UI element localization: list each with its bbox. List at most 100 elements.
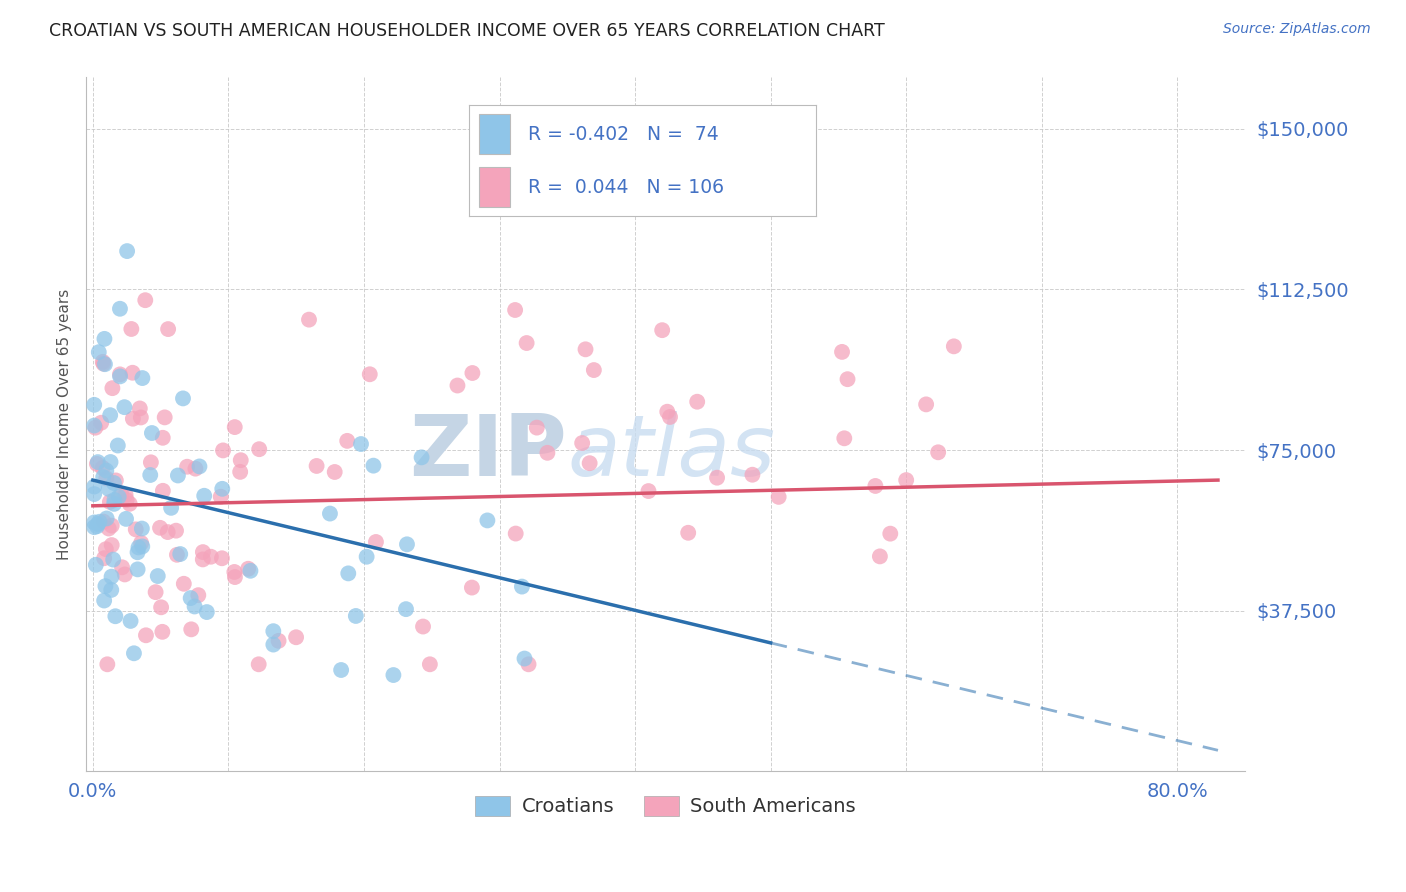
Point	[120, 322, 142, 336]
Point	[395, 602, 418, 616]
Point	[156, 524, 179, 539]
Point	[90, 416, 112, 430]
Point	[129, 410, 152, 425]
Point	[94, 542, 117, 557]
Point	[229, 453, 252, 467]
Point	[166, 548, 188, 562]
Point	[238, 562, 260, 576]
Point	[139, 468, 162, 483]
Point	[262, 638, 284, 652]
Point	[657, 405, 679, 419]
Point	[267, 633, 290, 648]
Point	[139, 455, 162, 469]
Point	[104, 474, 127, 488]
Point	[93, 515, 115, 529]
Point	[135, 628, 157, 642]
Point	[91, 461, 114, 475]
Point	[83, 487, 105, 501]
Point	[176, 459, 198, 474]
Point	[87, 516, 110, 531]
Point	[150, 600, 173, 615]
Point	[93, 357, 115, 371]
Point	[93, 593, 115, 607]
Point	[651, 323, 673, 337]
Point	[285, 630, 308, 644]
Point	[659, 409, 682, 424]
Point	[359, 368, 381, 382]
Point	[110, 487, 132, 501]
Point	[83, 479, 105, 493]
Point	[120, 614, 142, 628]
Point	[121, 366, 143, 380]
Point	[574, 343, 596, 357]
Point	[128, 401, 150, 416]
Point	[211, 551, 233, 566]
Point	[103, 492, 125, 507]
Point	[344, 609, 367, 624]
Point	[125, 522, 148, 536]
Point	[229, 465, 252, 479]
Point	[676, 525, 699, 540]
Point	[505, 526, 527, 541]
Point	[837, 372, 859, 386]
Point	[446, 378, 468, 392]
Point	[115, 512, 138, 526]
Point	[118, 497, 141, 511]
Point	[915, 397, 938, 411]
Point	[134, 293, 156, 308]
Point	[97, 522, 120, 536]
Point	[247, 442, 270, 457]
Point	[131, 540, 153, 554]
Point	[103, 552, 125, 566]
Point	[141, 425, 163, 440]
Point	[395, 537, 418, 551]
Point	[942, 339, 965, 353]
Point	[224, 565, 246, 579]
Point	[84, 558, 107, 572]
Point	[927, 445, 949, 459]
Point	[83, 520, 105, 534]
Point	[122, 646, 145, 660]
Point	[180, 623, 202, 637]
Point	[112, 400, 135, 414]
Point	[896, 473, 918, 487]
Point	[187, 588, 209, 602]
Point	[363, 458, 385, 473]
Point	[100, 569, 122, 583]
Point	[571, 436, 593, 450]
Point	[108, 368, 131, 382]
Point	[686, 394, 709, 409]
Y-axis label: Householder Income Over 65 years: Householder Income Over 65 years	[58, 289, 72, 560]
Point	[131, 522, 153, 536]
Point	[350, 437, 373, 451]
Point	[157, 322, 180, 336]
Point	[184, 461, 207, 475]
Point	[83, 398, 105, 412]
Point	[107, 438, 129, 452]
Text: atlas: atlas	[567, 410, 775, 493]
Point	[832, 431, 855, 445]
Point	[516, 336, 538, 351]
Point	[150, 624, 173, 639]
Point	[94, 357, 117, 371]
Text: CROATIAN VS SOUTH AMERICAN HOUSEHOLDER INCOME OVER 65 YEARS CORRELATION CHART: CROATIAN VS SOUTH AMERICAN HOUSEHOLDER I…	[49, 22, 884, 40]
Point	[262, 624, 284, 639]
Point	[419, 657, 441, 672]
Point	[356, 549, 378, 564]
Point	[103, 475, 125, 490]
Point	[831, 345, 853, 359]
Point	[152, 431, 174, 445]
Point	[108, 301, 131, 316]
Point	[97, 482, 120, 496]
Point	[382, 668, 405, 682]
Point	[122, 411, 145, 425]
Point	[96, 511, 118, 525]
Point	[146, 569, 169, 583]
Point	[104, 609, 127, 624]
Point	[100, 455, 122, 469]
Text: Source: ZipAtlas.com: Source: ZipAtlas.com	[1223, 22, 1371, 37]
Point	[84, 420, 107, 434]
Point	[337, 566, 360, 581]
Point	[127, 545, 149, 559]
Point	[131, 371, 153, 385]
